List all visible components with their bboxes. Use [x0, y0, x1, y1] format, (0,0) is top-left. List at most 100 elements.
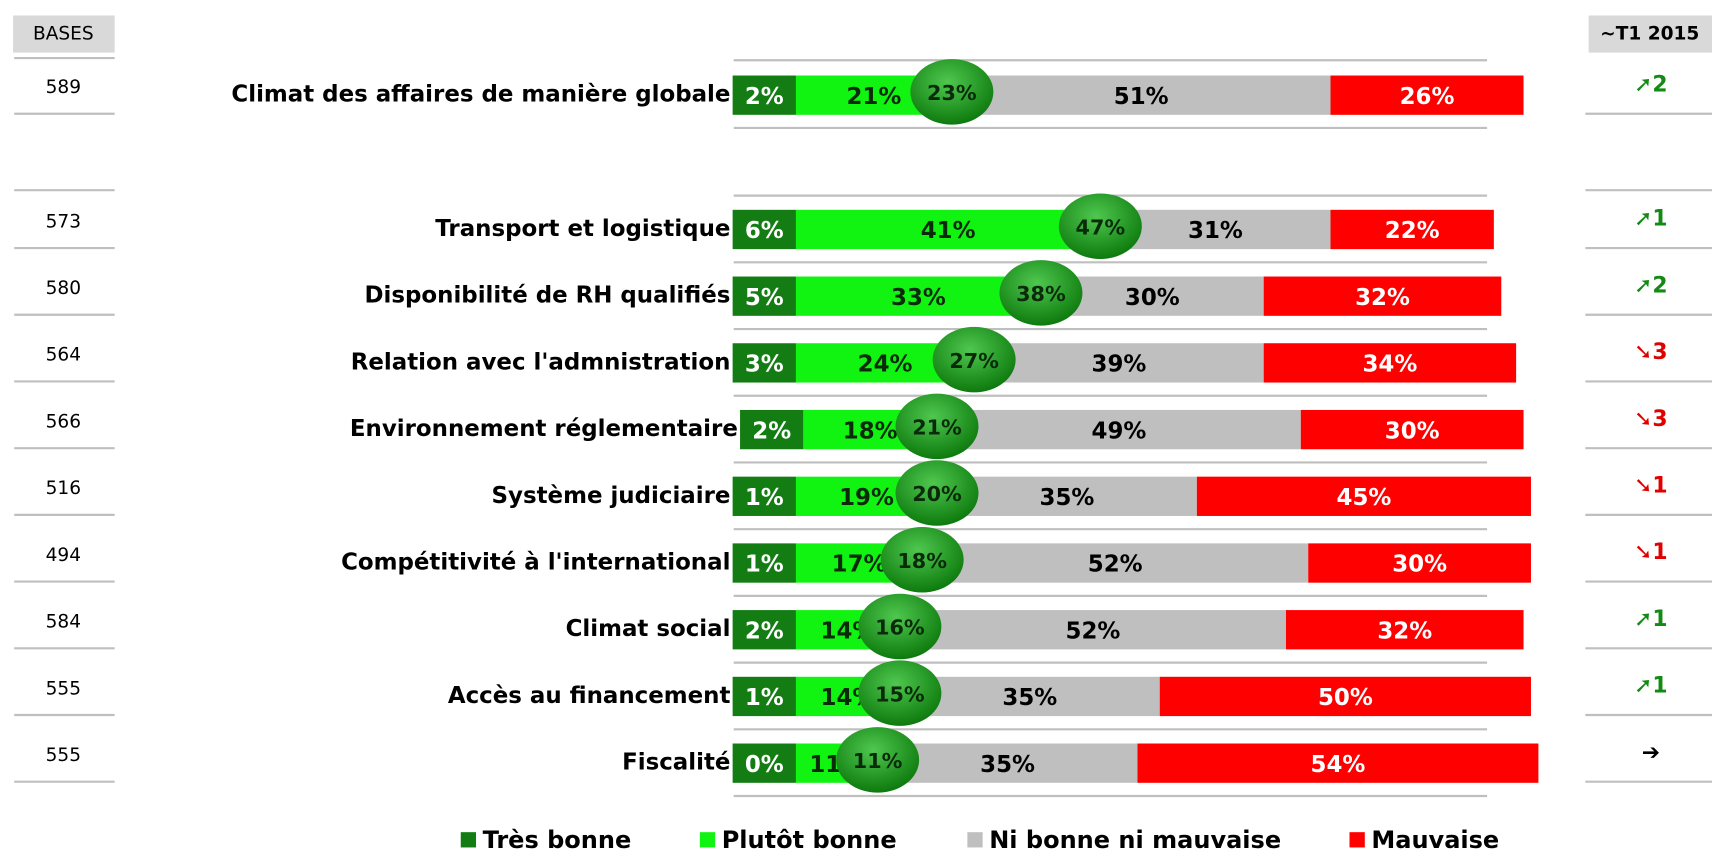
- total-label: 21%: [912, 416, 962, 440]
- total-bubble: [932, 326, 1016, 393]
- total-bubble: [858, 593, 942, 660]
- value-label: 34%: [1362, 352, 1417, 378]
- legend-swatch: [967, 832, 983, 848]
- value-label: 2%: [745, 618, 784, 644]
- value-label: 0%: [745, 752, 784, 778]
- value-label: 22%: [1385, 218, 1440, 244]
- base-value: 580: [46, 278, 81, 299]
- value-label: 41%: [921, 218, 976, 244]
- value-label: 1%: [745, 552, 784, 578]
- total-bubble: [880, 526, 964, 593]
- category-label: Relation avec l'admnistration: [351, 349, 731, 375]
- bar-segment: [1159, 676, 1531, 717]
- bases-header-box: [13, 15, 115, 53]
- bar-segment: [732, 276, 796, 316]
- total-bubble: [999, 260, 1083, 326]
- trend: ➚2: [1634, 72, 1667, 97]
- category-label: Environnement réglementaire: [350, 416, 738, 442]
- bar-segment: [732, 743, 796, 783]
- trend: ➘3: [1634, 340, 1667, 365]
- total-bubble: [910, 59, 994, 125]
- legend-label: Plutôt bonne: [722, 826, 897, 852]
- total-label: 11%: [853, 749, 903, 773]
- value-label: 31%: [1188, 218, 1243, 244]
- value-label: 51%: [1114, 84, 1169, 110]
- value-label: 2%: [752, 418, 791, 444]
- value-label: 1%: [745, 685, 784, 711]
- bar-segment: [974, 343, 1264, 383]
- base-value: 584: [46, 612, 81, 633]
- value-label: 17%: [832, 552, 887, 578]
- total-label: 20%: [912, 482, 962, 506]
- category-label: Fiscalité: [622, 750, 730, 776]
- value-label: 30%: [1392, 552, 1447, 578]
- base-value: 573: [46, 211, 81, 232]
- legend-label: Très bonne: [483, 826, 632, 852]
- value-label: 30%: [1385, 418, 1440, 444]
- trend: ➘1: [1634, 540, 1667, 565]
- total-label: 15%: [875, 682, 925, 706]
- category-label: Compétitivité à l'international: [341, 550, 730, 576]
- trend-header-box: [1588, 15, 1712, 53]
- base-value: 566: [46, 411, 81, 432]
- value-label: 18%: [843, 418, 898, 444]
- total-bubble: [836, 727, 920, 793]
- trend: ➚1: [1634, 207, 1667, 232]
- total-label: 27%: [949, 349, 999, 373]
- value-label: 2%: [745, 84, 784, 110]
- value-label: 35%: [980, 752, 1035, 778]
- trend: ➚1: [1634, 607, 1667, 632]
- category-label: Accès au financement: [448, 683, 731, 709]
- total-bubble: [895, 460, 979, 526]
- bar-segment: [951, 75, 1331, 115]
- bar-segment: [1263, 343, 1517, 383]
- value-label: 52%: [1088, 552, 1143, 578]
- total-label: 16%: [875, 616, 925, 640]
- value-label: 32%: [1377, 618, 1432, 644]
- trend: ➘1: [1634, 473, 1667, 498]
- trend: ➘3: [1634, 407, 1667, 432]
- value-label: 26%: [1400, 84, 1455, 110]
- bar-segment: [877, 743, 1138, 783]
- total-label: 47%: [1076, 215, 1126, 239]
- value-label: 6%: [745, 218, 784, 244]
- value-label: 35%: [1002, 685, 1057, 711]
- legend-label: Ni bonne ni mauvaise: [989, 826, 1281, 852]
- bar-segment: [732, 676, 796, 717]
- bar-segment: [922, 543, 1309, 583]
- base-value: 555: [46, 745, 81, 766]
- value-label: 3%: [745, 352, 784, 378]
- category-label: Disponibilité de RH qualifiés: [365, 283, 731, 309]
- total-label: 18%: [897, 549, 947, 573]
- value-label: 24%: [858, 352, 913, 378]
- base-value: 494: [46, 545, 81, 566]
- bar-segment: [899, 676, 1160, 717]
- trend: ➚2: [1634, 273, 1667, 298]
- legend-swatch: [699, 832, 716, 848]
- bar-segment: [740, 409, 804, 450]
- value-label: 5%: [745, 285, 784, 311]
- bar-segment: [1330, 209, 1494, 250]
- value-label: 35%: [1040, 485, 1095, 511]
- trend-header: ~T1 2015: [1600, 24, 1699, 45]
- value-label: 30%: [1125, 285, 1180, 311]
- category-label: Climat social: [566, 616, 731, 642]
- bar-segment: [732, 75, 796, 115]
- bar-segment: [732, 610, 796, 650]
- value-label: 19%: [839, 485, 894, 511]
- base-value: 564: [46, 345, 81, 366]
- bar-segment: [732, 476, 796, 516]
- bar-segment: [795, 209, 1101, 250]
- category-label: Transport et logistique: [435, 216, 730, 242]
- bar-segment: [1137, 743, 1539, 783]
- bar-segment: [1285, 610, 1524, 650]
- bar-segment: [1330, 75, 1524, 115]
- value-label: 54%: [1311, 752, 1366, 778]
- value-label: 52%: [1066, 618, 1121, 644]
- bar-segment: [732, 209, 796, 250]
- value-label: 45%: [1337, 485, 1392, 511]
- trend: ➔: [1642, 740, 1660, 765]
- bar-segment: [937, 476, 1197, 516]
- bases-header: BASES: [33, 24, 94, 45]
